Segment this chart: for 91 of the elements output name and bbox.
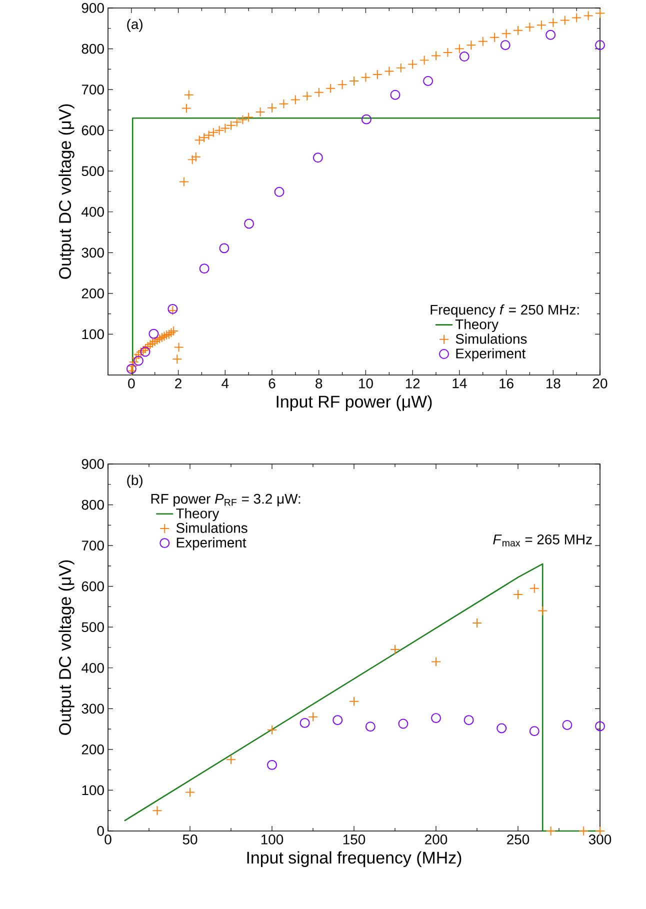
point bbox=[152, 806, 162, 816]
legend-label: Experiment bbox=[176, 537, 246, 550]
x-tick-label: 150 bbox=[343, 834, 366, 844]
y-tick-label: 600 bbox=[82, 581, 104, 592]
x-tick-label: 0 bbox=[128, 378, 135, 388]
x-tick-label: 6 bbox=[268, 378, 276, 388]
x-axis-title: Input signal frequency (MHz) bbox=[247, 851, 462, 868]
x-tick-label: 4 bbox=[222, 378, 229, 388]
point bbox=[546, 30, 556, 40]
y-tick-label: 100 bbox=[82, 329, 104, 340]
point bbox=[595, 721, 605, 732]
point bbox=[500, 40, 510, 50]
point bbox=[390, 90, 400, 100]
x-tick-label: 14 bbox=[452, 378, 467, 388]
y-tick-label: 500 bbox=[82, 622, 104, 632]
y-tick-label: 600 bbox=[82, 125, 104, 136]
point bbox=[267, 760, 277, 770]
annotation: (b) bbox=[127, 474, 142, 488]
point bbox=[133, 356, 144, 366]
point bbox=[199, 264, 210, 274]
point bbox=[312, 152, 323, 163]
x-tick-label: 0 bbox=[104, 834, 112, 844]
point bbox=[219, 243, 230, 254]
x-tick-label: 200 bbox=[425, 834, 448, 844]
x-tick-label: 50 bbox=[182, 834, 198, 844]
point bbox=[300, 718, 310, 728]
legend-title: Frequency f = 250 MHz: bbox=[430, 304, 579, 318]
x-tick-label: 2 bbox=[175, 378, 182, 388]
y-tick-label: 400 bbox=[82, 206, 104, 217]
annotation: F$_{max}$ = 265 MHz bbox=[493, 534, 592, 546]
point bbox=[472, 618, 482, 628]
annotation: (a) bbox=[127, 18, 142, 32]
legend-label: Experiment bbox=[456, 348, 526, 362]
y-tick-label: 300 bbox=[82, 704, 104, 714]
point bbox=[578, 826, 589, 836]
point bbox=[185, 787, 195, 798]
point bbox=[546, 826, 556, 836]
y-tick-label: 400 bbox=[82, 662, 104, 673]
point bbox=[332, 715, 343, 726]
legend-label: Theory bbox=[455, 319, 499, 332]
x-tick-label: 16 bbox=[500, 378, 514, 388]
point bbox=[423, 76, 434, 86]
point bbox=[148, 328, 159, 339]
y-tick-label: 700 bbox=[82, 540, 104, 550]
point bbox=[464, 715, 474, 726]
point bbox=[226, 754, 236, 765]
y-tick-label: 800 bbox=[82, 44, 104, 54]
point bbox=[431, 713, 441, 724]
point bbox=[529, 726, 540, 736]
point bbox=[365, 722, 376, 732]
y-tick-label: 0 bbox=[97, 826, 104, 836]
x-tick-label: 12 bbox=[406, 378, 420, 388]
x-tick-label: 250 bbox=[507, 834, 530, 844]
y-tick-label: 300 bbox=[82, 248, 104, 258]
point bbox=[496, 723, 507, 734]
point bbox=[349, 696, 359, 706]
y-tick-label: 200 bbox=[82, 744, 104, 754]
point bbox=[267, 724, 277, 735]
point bbox=[390, 644, 400, 655]
y-tick-label: 100 bbox=[82, 785, 104, 796]
point bbox=[398, 718, 408, 729]
x-tick-label: 18 bbox=[546, 378, 560, 388]
point bbox=[274, 186, 284, 197]
point bbox=[361, 114, 372, 124]
x-tick-label: 10 bbox=[359, 378, 373, 388]
point bbox=[308, 712, 318, 722]
y-tick-label: 800 bbox=[82, 500, 104, 510]
x-tick-label: 20 bbox=[592, 378, 608, 388]
x-axis-title: Input RF power (μW) bbox=[276, 395, 432, 412]
point bbox=[538, 606, 548, 616]
y-axis-title: Output DC voltage (μV) bbox=[58, 560, 74, 735]
y-tick-label: 900 bbox=[82, 459, 104, 469]
point bbox=[513, 590, 523, 600]
y-tick-label: 900 bbox=[82, 3, 104, 13]
x-tick-label: 8 bbox=[316, 378, 322, 388]
point bbox=[595, 40, 605, 50]
legend-label: Theory bbox=[176, 508, 220, 522]
y-axis-title: Output DC voltage (μV) bbox=[58, 104, 74, 279]
point bbox=[562, 720, 572, 730]
x-tick-label: 300 bbox=[588, 834, 612, 844]
point bbox=[244, 218, 254, 229]
point bbox=[431, 656, 441, 667]
y-tick-label: 200 bbox=[82, 288, 104, 298]
x-tick-label: 100 bbox=[261, 834, 284, 844]
point bbox=[459, 52, 470, 62]
point bbox=[529, 583, 540, 594]
legend-title: RF power P$_{RF}$ = 3.2 μW: bbox=[151, 494, 300, 507]
legend-label: Simulations bbox=[456, 334, 527, 344]
y-tick-label: 700 bbox=[82, 84, 104, 94]
y-tick-label: 500 bbox=[82, 166, 104, 176]
legend-label: Simulations bbox=[176, 522, 248, 533]
